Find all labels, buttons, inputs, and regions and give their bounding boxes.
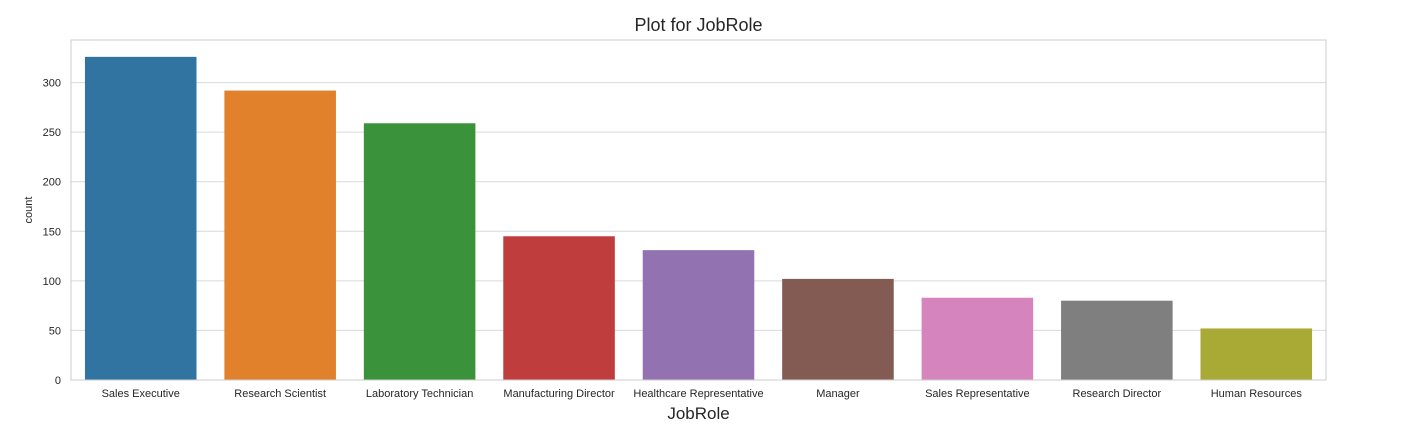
y-tick-label: 100 — [43, 276, 61, 288]
y-tick-label: 200 — [43, 177, 61, 189]
y-tick-label: 300 — [43, 78, 61, 90]
x-tick-label: Laboratory Technician — [366, 388, 473, 400]
chart-title: Plot for JobRole — [634, 15, 762, 35]
bar-sales-representative — [921, 297, 1034, 380]
bar-manager — [782, 278, 894, 380]
x-axis-label: JobRole — [667, 404, 729, 423]
bar-laboratory-technician — [363, 123, 476, 380]
bars — [84, 56, 1313, 381]
plot-frame — [70, 39, 1327, 381]
y-tick-label: 250 — [43, 127, 61, 139]
y-tick-label: 0 — [55, 375, 61, 387]
x-tick-label: Sales Executive — [102, 388, 180, 400]
bar-sales-executive — [84, 56, 197, 380]
bar-manufacturing-director — [503, 236, 615, 380]
bar-healthcare-representative — [642, 250, 755, 380]
y-tick-label: 150 — [43, 226, 61, 238]
x-tick-label: Manufacturing Director — [503, 388, 615, 400]
x-tick-label: Manager — [816, 388, 860, 400]
x-tick-label: Human Resources — [1211, 388, 1303, 400]
x-tick-label: Sales Representative — [925, 388, 1030, 400]
bar-research-scientist — [224, 90, 336, 381]
x-tick-labels: Sales Executive Research Scientist Laborat… — [102, 388, 1303, 400]
x-tick-label: Research Director — [1073, 388, 1162, 400]
y-tick-label: 50 — [49, 325, 61, 337]
y-tick-labels: 0 50 100 150 200 250 300 — [43, 78, 61, 387]
x-tick-label: Research Scientist — [234, 388, 326, 400]
x-tick-label: Healthcare Representative — [633, 388, 763, 400]
bar-research-director — [1061, 300, 1173, 380]
y-axis-label: count — [23, 197, 35, 224]
bar-human-resources — [1200, 328, 1313, 380]
